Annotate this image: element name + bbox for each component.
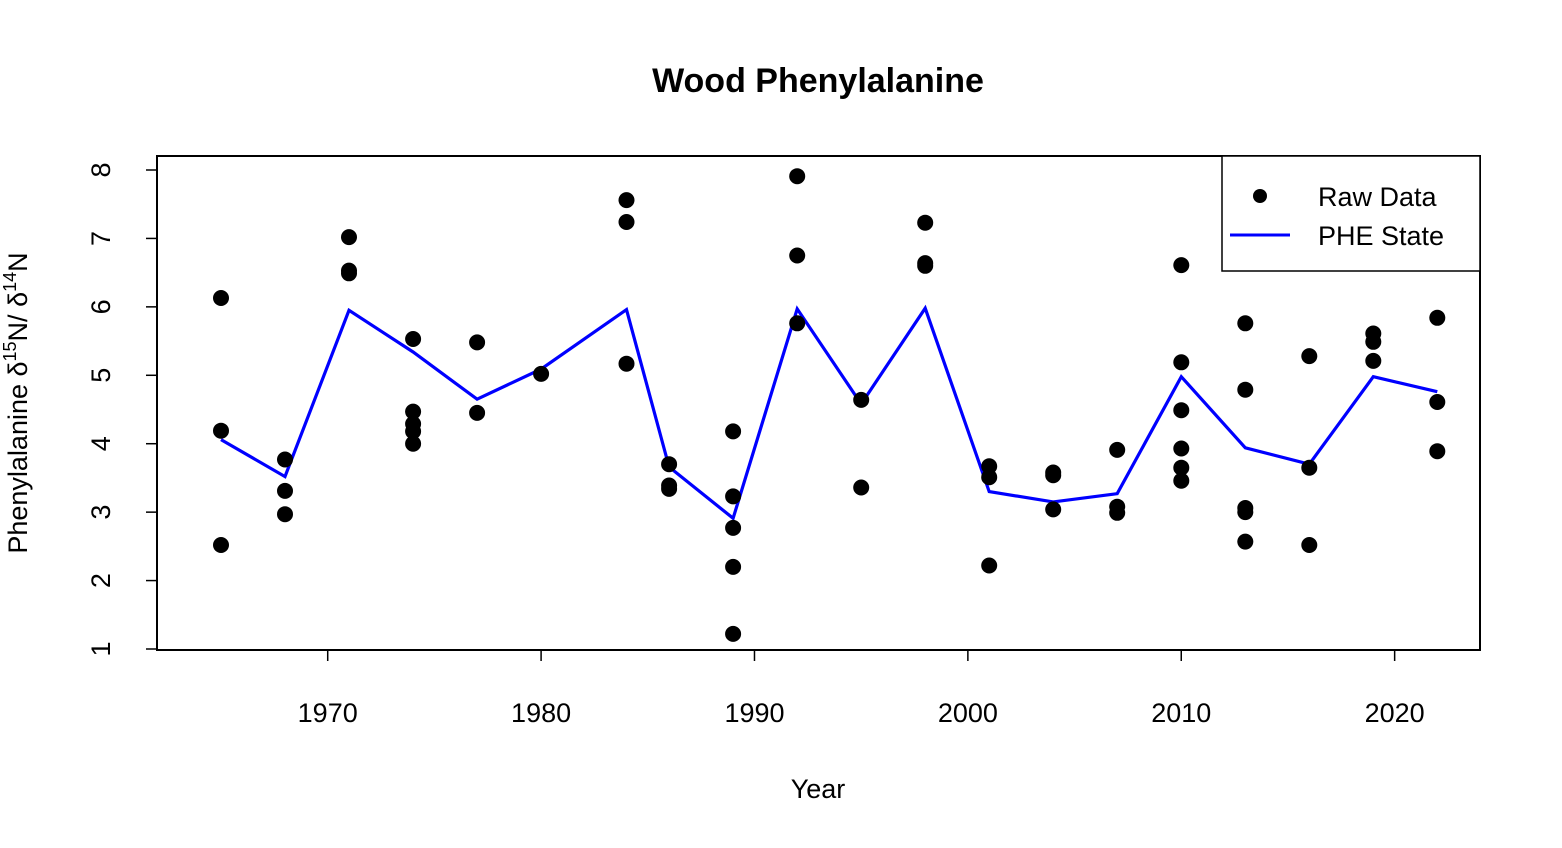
raw-data-point: [725, 625, 742, 642]
raw-data-point: [1429, 443, 1446, 460]
x-axis-label: Year: [791, 774, 846, 804]
y-tick-label: 5: [86, 368, 116, 383]
y-tick-label: 3: [86, 505, 116, 520]
y-tick-label: 6: [86, 299, 116, 314]
raw-data-point: [853, 479, 870, 496]
y-tick-label: 7: [86, 231, 116, 246]
raw-data-point: [405, 423, 422, 440]
raw-data-point: [1109, 504, 1126, 521]
raw-data-point: [469, 334, 486, 351]
y-axis: 1 2 3 4 5 6 7 8: [86, 162, 158, 657]
y-axis-label: Phenylalanine δ15N/ δ14N: [0, 252, 33, 553]
y-tick-label: 8: [86, 162, 116, 177]
legend-label-raw-data: Raw Data: [1318, 182, 1438, 212]
raw-data-point: [213, 290, 229, 306]
raw-data-point: [661, 480, 678, 497]
y-label-mid: N/: [3, 307, 33, 342]
raw-data-point: [469, 404, 486, 421]
x-tick-label: 2010: [1151, 698, 1211, 728]
x-tick-label: 1990: [724, 698, 784, 728]
raw-data-point: [725, 488, 742, 505]
raw-data-point: [917, 257, 934, 274]
legend-marker-raw-data: [1253, 189, 1267, 203]
y-tick-label: 2: [86, 573, 116, 588]
raw-data-point: [1173, 472, 1190, 489]
raw-data-point: [1429, 309, 1446, 326]
raw-data-point: [725, 558, 742, 575]
raw-data-point: [618, 355, 635, 372]
raw-data-point: [853, 391, 870, 408]
y-tick-label: 4: [86, 436, 116, 451]
raw-data-point: [1237, 381, 1254, 398]
raw-data-point: [1237, 533, 1254, 550]
y-tick-label: 1: [86, 641, 116, 656]
raw-data-point: [1109, 441, 1126, 458]
raw-data-point: [917, 214, 934, 231]
raw-data-point: [1365, 352, 1382, 369]
legend-box: [1221, 155, 1481, 272]
raw-data-point: [789, 168, 806, 185]
raw-data-point: [405, 331, 422, 347]
raw-data-point: [1173, 257, 1190, 274]
y-label-prefix: Phenylalanine: [3, 377, 33, 554]
y-label-suffix: N: [3, 252, 33, 272]
y-label-superscript-2: 14: [0, 272, 20, 292]
raw-data-point: [1301, 348, 1318, 365]
raw-data-point: [1045, 501, 1062, 518]
raw-data-point: [341, 265, 357, 282]
raw-data-point: [1301, 537, 1318, 553]
raw-data-point: [725, 423, 742, 440]
raw-data-point: [1237, 504, 1254, 521]
x-tick-label: 1980: [511, 698, 571, 728]
raw-data-point: [341, 229, 357, 246]
raw-data-point: [533, 365, 550, 382]
raw-data-point: [1301, 459, 1318, 476]
x-axis: 1970 1980 1990 2000 2010 2020: [298, 649, 1425, 728]
raw-data-point: [789, 315, 806, 332]
legend: Raw Data PHE State: [1221, 155, 1481, 272]
x-tick-label: 2020: [1365, 698, 1425, 728]
raw-data-point: [981, 557, 998, 574]
raw-data-point: [1237, 315, 1254, 332]
raw-data-point: [618, 192, 635, 209]
raw-data-point: [213, 537, 229, 553]
raw-data-point: [405, 403, 422, 420]
raw-data-point: [725, 519, 742, 536]
series-raw-data: [213, 168, 1446, 642]
y-label-superscript-1: 15: [0, 341, 20, 361]
raw-data-point: [1173, 402, 1190, 419]
chart-title: Wood Phenylalanine: [652, 62, 984, 100]
raw-data-point: [1173, 459, 1190, 476]
legend-label-phe-state: PHE State: [1318, 221, 1444, 251]
raw-data-point: [213, 422, 229, 439]
raw-data-point: [618, 214, 635, 230]
series-phe-state: [220, 304, 1438, 522]
raw-data-point: [661, 456, 678, 473]
x-tick-label: 1970: [298, 698, 358, 728]
raw-data-point: [1045, 467, 1062, 484]
x-tick-label: 2000: [938, 698, 998, 728]
raw-data-point: [789, 247, 806, 264]
raw-data-point: [981, 469, 998, 486]
y-label-delta-2: δ: [3, 292, 33, 307]
raw-data-point: [405, 435, 422, 452]
y-label-delta-1: δ: [3, 361, 33, 376]
raw-data-point: [1173, 354, 1190, 371]
raw-data-point: [277, 506, 293, 523]
raw-data-point: [1429, 394, 1446, 410]
raw-data-point: [277, 451, 293, 468]
raw-data-point: [277, 482, 293, 499]
raw-data-point: [1173, 440, 1190, 457]
raw-data-point: [1365, 333, 1382, 350]
phe-state-line: [220, 304, 1438, 522]
